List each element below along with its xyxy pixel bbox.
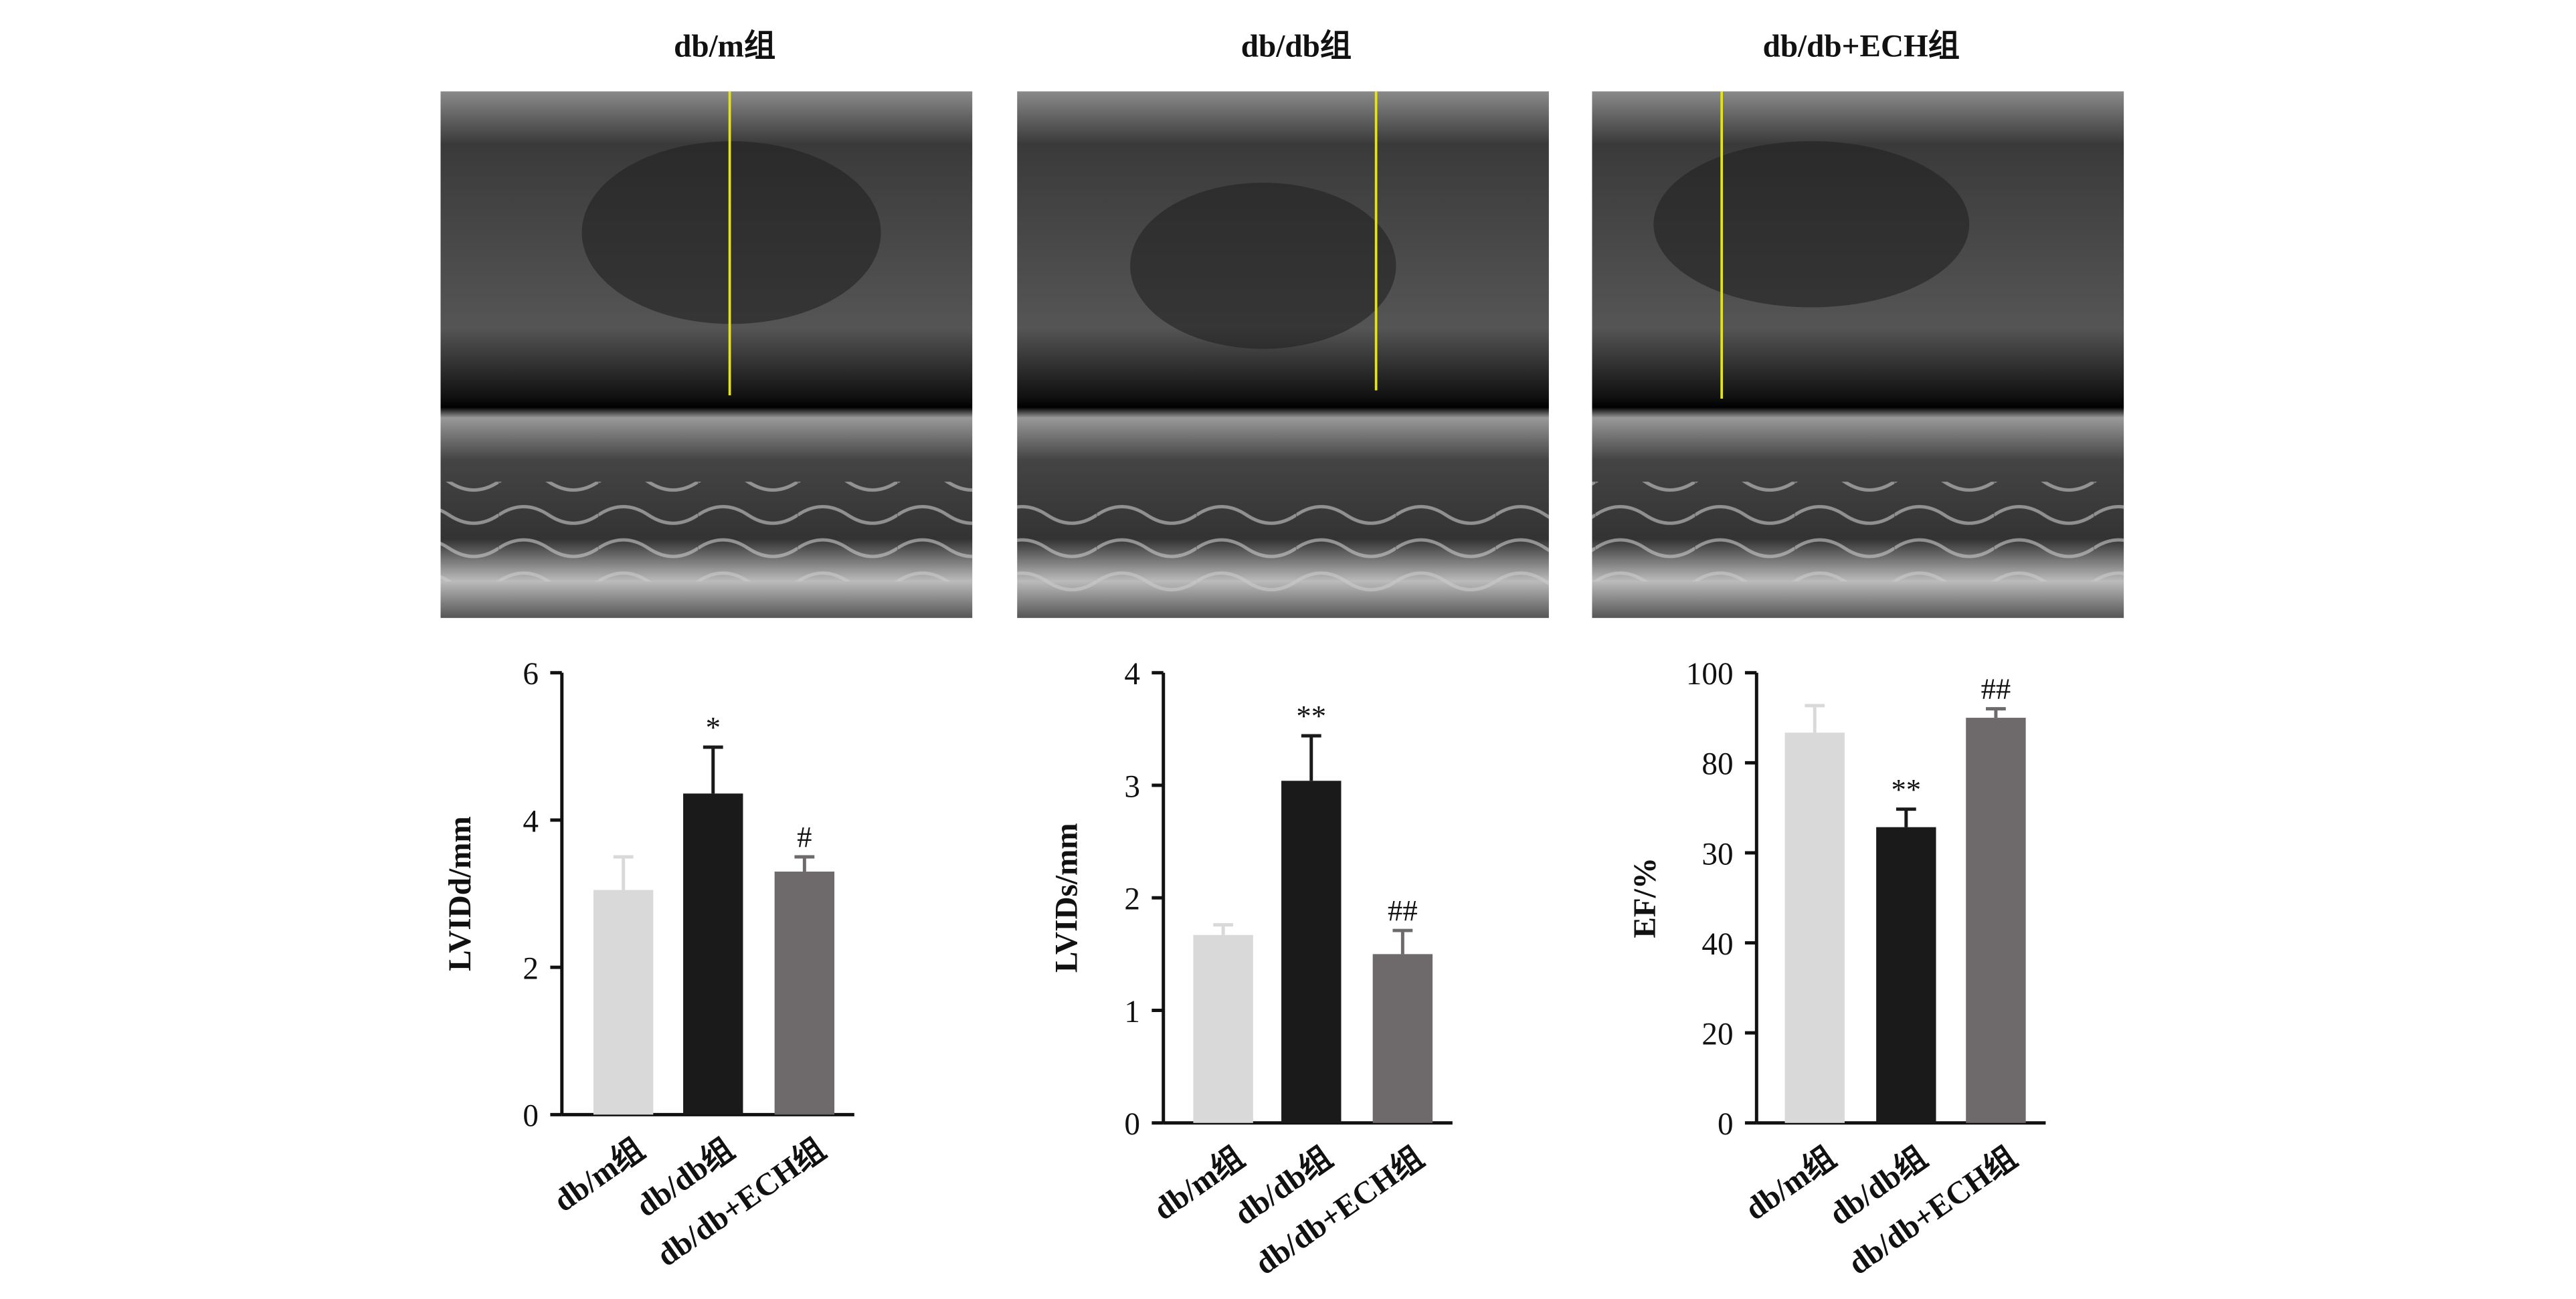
y-tick-label: 2 (1124, 882, 1140, 917)
y-axis-label: LVIDd/mm (443, 816, 478, 971)
error-bar (794, 855, 815, 872)
panel-title: db/m组 (674, 28, 775, 64)
bar (1876, 827, 1936, 1123)
bar (683, 793, 743, 1115)
significance-label: ## (1388, 894, 1418, 927)
bar (593, 890, 654, 1115)
y-tick-label: 0 (1124, 1107, 1140, 1142)
significance-label: # (797, 820, 812, 854)
error-bar (703, 745, 723, 794)
y-tick-label: 3 (1124, 769, 1140, 804)
panel-title: db/db+ECH组 (1763, 28, 1960, 64)
x-tick-label: db/m组 (547, 1132, 651, 1219)
y-tick-label: 4 (1124, 657, 1140, 692)
y-tick-label: 40 (1701, 927, 1733, 962)
error-bar (1392, 928, 1413, 955)
bar (1281, 781, 1342, 1123)
y-tick-label: 6 (523, 657, 539, 692)
error-bar (1301, 734, 1321, 781)
y-tick-label: 0 (523, 1099, 539, 1134)
y-tick-label: 100 (1686, 657, 1734, 692)
y-tick-label: 4 (523, 804, 539, 839)
ultrasound-panel (1017, 91, 1549, 618)
significance-label: ## (1981, 672, 2011, 706)
significance-label: ** (1891, 773, 1921, 806)
y-tick-label: 0 (1718, 1107, 1734, 1142)
y-tick-label: 1 (1124, 995, 1140, 1029)
y-axis-label: EF/% (1628, 858, 1663, 938)
y-tick-label: 2 (523, 952, 539, 987)
bar (774, 872, 835, 1115)
significance-label: * (706, 710, 721, 744)
error-bar (1805, 704, 1825, 733)
y-axis-label: LVIDs/mm (1050, 823, 1085, 973)
bar (1372, 954, 1433, 1123)
ultrasound-panel (440, 91, 973, 618)
x-tick-label: db/m组 (1738, 1140, 1842, 1227)
bar (1784, 732, 1845, 1123)
ultrasound-panel (1592, 91, 2124, 618)
y-tick-label: 80 (1701, 747, 1733, 782)
significance-label: ** (1296, 699, 1326, 732)
y-tick-label: 30 (1701, 837, 1733, 872)
error-bar (1986, 707, 2006, 718)
y-tick-label: 20 (1701, 1017, 1733, 1052)
error-bar (613, 855, 634, 890)
panel-title: db/db组 (1241, 28, 1352, 64)
error-bar (1213, 923, 1234, 935)
bar (1966, 718, 2026, 1123)
error-bar (1896, 807, 1916, 827)
bar (1193, 934, 1253, 1123)
